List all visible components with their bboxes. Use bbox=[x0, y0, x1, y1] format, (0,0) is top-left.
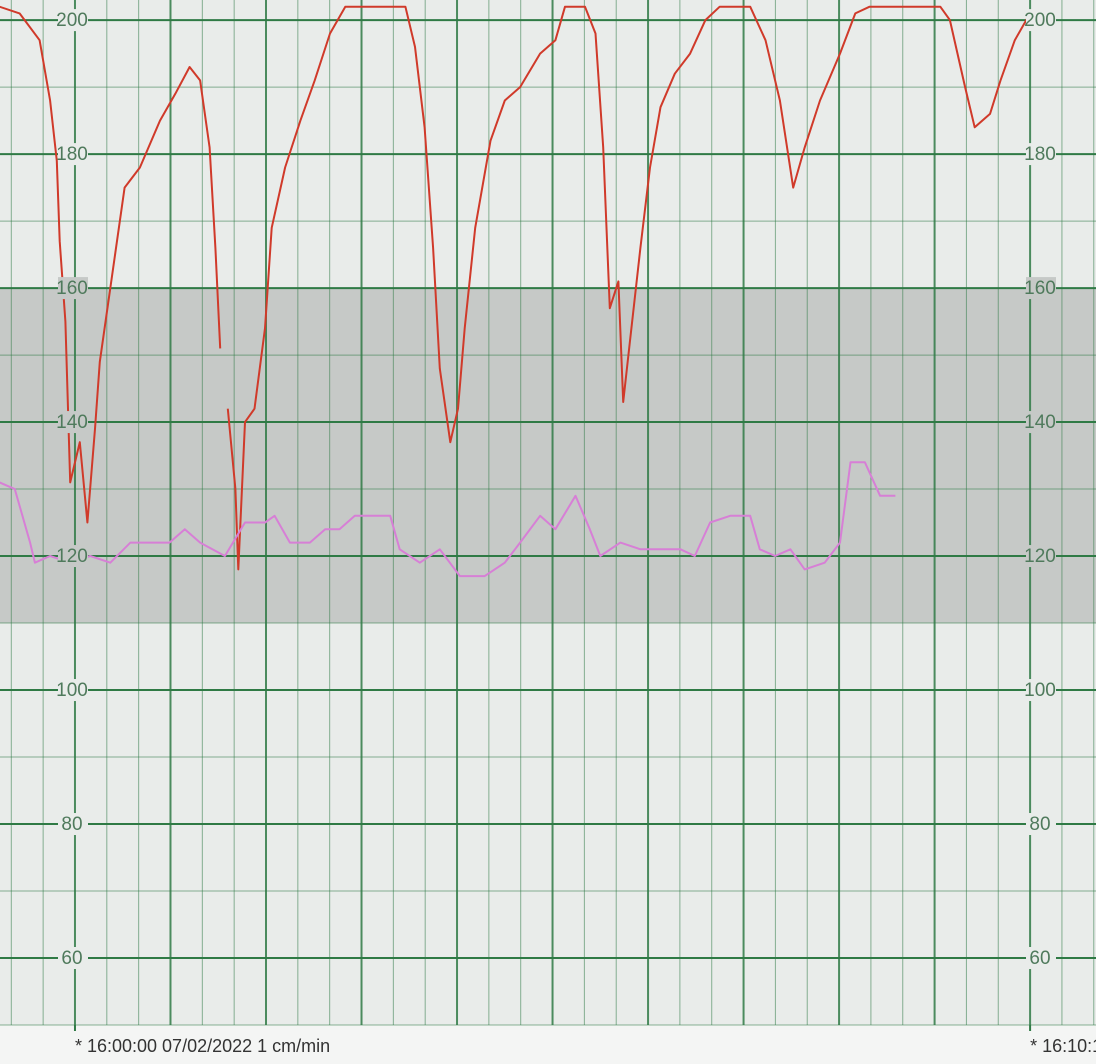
y-tick-label: 100 bbox=[56, 680, 88, 701]
y-tick-label-right: 180 bbox=[1024, 144, 1056, 165]
fetal-heart-rate-trace bbox=[0, 5, 1031, 571]
y-tick-label: 60 bbox=[61, 948, 82, 969]
tick-label-backdrop bbox=[1026, 143, 1056, 166]
tick-label-backdrop bbox=[58, 411, 88, 434]
tick-label-backdrop bbox=[1026, 277, 1056, 300]
normal-range-band bbox=[0, 288, 1096, 624]
tick-label-backdrop bbox=[1026, 813, 1056, 836]
tick-label-backdrop bbox=[58, 679, 88, 702]
y-tick-label: 160 bbox=[56, 278, 88, 299]
tick-label-backdrop bbox=[58, 813, 88, 836]
y-tick-label-right: 80 bbox=[1029, 814, 1050, 835]
y-tick-label-right: 100 bbox=[1024, 680, 1056, 701]
y-tick-label-right: 200 bbox=[1024, 10, 1056, 31]
footer-strip bbox=[0, 1025, 1096, 1064]
tick-label-backdrop bbox=[58, 277, 88, 300]
y-tick-label: 180 bbox=[56, 144, 88, 165]
tick-label-backdrop bbox=[58, 545, 88, 568]
y-tick-label: 140 bbox=[56, 412, 88, 433]
tick-label-backdrop bbox=[1026, 679, 1056, 702]
y-tick-label: 200 bbox=[56, 10, 88, 31]
tick-label-backdrop bbox=[58, 9, 88, 32]
x-tick-label: * 16:10:1 bbox=[1030, 1036, 1096, 1056]
y-tick-label-right: 60 bbox=[1029, 948, 1050, 969]
y-tick-label-right: 140 bbox=[1024, 412, 1056, 433]
x-tick-label: * 16:00:00 07/02/2022 1 cm/min bbox=[75, 1036, 330, 1056]
y-tick-label-right: 160 bbox=[1024, 278, 1056, 299]
tick-label-backdrop bbox=[58, 143, 88, 166]
y-tick-label: 120 bbox=[56, 546, 88, 567]
tick-label-backdrop bbox=[58, 947, 88, 970]
maternal-heart-rate-trace bbox=[0, 461, 896, 578]
tick-label-backdrop bbox=[1026, 9, 1056, 32]
tick-label-backdrop bbox=[1026, 411, 1056, 434]
tick-label-backdrop bbox=[1026, 545, 1056, 568]
tick-label-backdrop bbox=[1026, 947, 1056, 970]
y-tick-label-right: 120 bbox=[1024, 546, 1056, 567]
y-tick-label: 80 bbox=[61, 814, 82, 835]
